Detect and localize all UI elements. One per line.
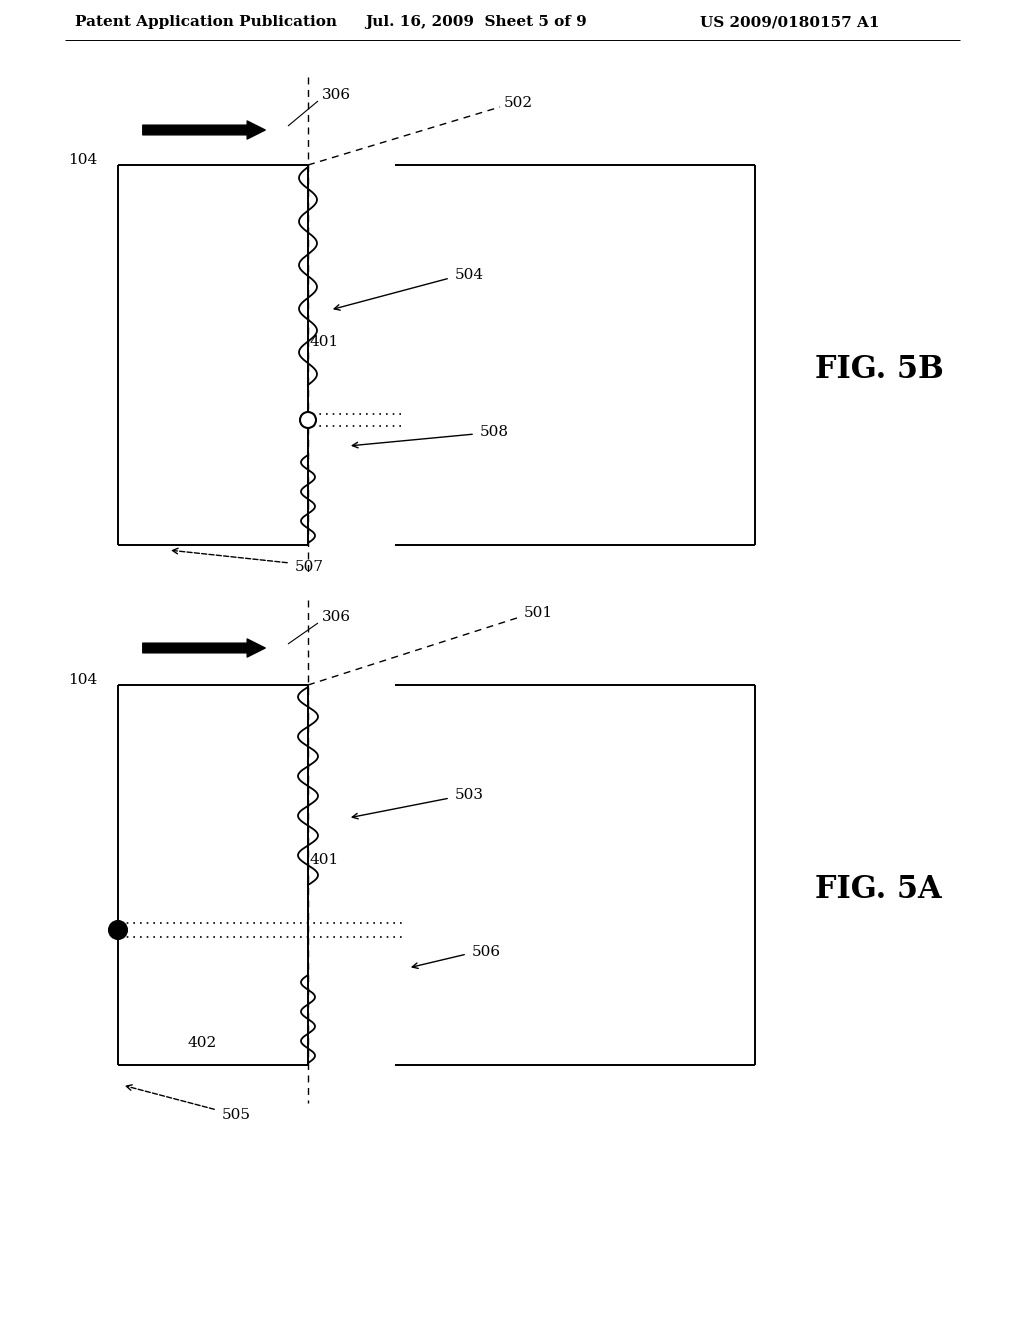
FancyArrowPatch shape (142, 639, 265, 657)
Text: US 2009/0180157 A1: US 2009/0180157 A1 (700, 15, 880, 29)
Text: 306: 306 (322, 610, 351, 624)
Circle shape (109, 921, 127, 939)
Text: 501: 501 (524, 606, 553, 620)
Text: 507: 507 (295, 560, 324, 574)
Text: 504: 504 (455, 268, 484, 282)
Text: FIG. 5B: FIG. 5B (815, 355, 944, 385)
Text: 306: 306 (322, 88, 351, 102)
Text: 508: 508 (480, 425, 509, 440)
Text: 506: 506 (472, 945, 501, 960)
Text: 104: 104 (68, 153, 97, 168)
Circle shape (300, 412, 316, 428)
Text: Patent Application Publication: Patent Application Publication (75, 15, 337, 29)
FancyArrowPatch shape (142, 121, 265, 139)
Text: Jul. 16, 2009  Sheet 5 of 9: Jul. 16, 2009 Sheet 5 of 9 (365, 15, 587, 29)
Text: 402: 402 (188, 1036, 217, 1049)
Text: FIG. 5A: FIG. 5A (815, 874, 942, 906)
Text: 505: 505 (222, 1107, 251, 1122)
Text: 104: 104 (68, 673, 97, 686)
Text: 401: 401 (310, 853, 339, 867)
Text: 503: 503 (455, 788, 484, 803)
Text: 401: 401 (310, 335, 339, 348)
Text: 502: 502 (504, 96, 534, 110)
